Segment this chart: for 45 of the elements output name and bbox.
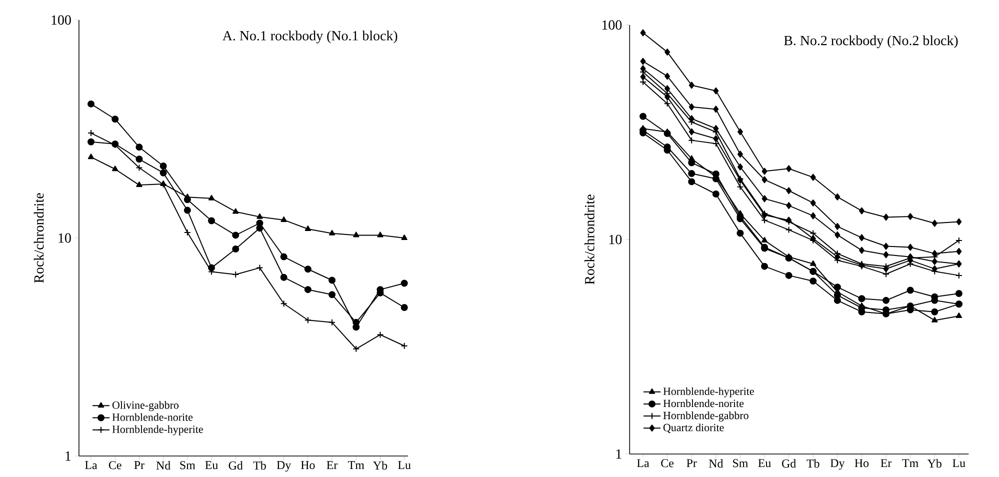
- x-tick-label: Ho: [854, 459, 869, 468]
- y-tick-label: 1: [66, 451, 71, 461]
- y-tick-label: 10: [609, 234, 622, 244]
- x-tick-label: Eu: [758, 459, 771, 468]
- x-tick-label: Nd: [708, 459, 724, 468]
- x-tick-label: Pr: [134, 461, 144, 470]
- x-tick-label: Sm: [733, 459, 748, 468]
- x-tick-label: Pr: [686, 459, 697, 468]
- x-tick-label: Tm: [348, 461, 364, 470]
- legend-label: Hornblende-hyperite: [112, 425, 203, 436]
- x-tick-label: Lu: [398, 461, 411, 470]
- x-tick-label: Tb: [253, 461, 266, 470]
- text: B. No.2 rockbody (No.2 block): [784, 35, 958, 48]
- x-tick-label: Gd: [228, 461, 243, 470]
- x-tick-label: La: [637, 459, 650, 468]
- legend-label: Olivine-gabbro: [112, 401, 179, 412]
- y-tick-label: 100: [602, 20, 622, 30]
- x-tick-label: Dy: [830, 459, 845, 470]
- x-tick-label: Er: [880, 459, 892, 468]
- legend-label: Quartz diorite: [663, 424, 724, 433]
- x-tick-label: Ce: [108, 461, 122, 470]
- x-tick-label: Tb: [806, 459, 820, 468]
- y-axis-title: Rock/chrondrite: [34, 193, 44, 283]
- x-tick-label: Dy: [276, 461, 292, 472]
- text: A. No.1 rockbody (No.1 block): [222, 30, 398, 44]
- x-tick-label: Er: [326, 461, 338, 470]
- y-tick-label: 1: [616, 449, 622, 459]
- y-axis-title: Rock/chrondrite: [584, 194, 594, 284]
- x-tick-label: La: [85, 461, 98, 470]
- y-tick-label: 100: [52, 15, 71, 25]
- legend-label: Hornblende-hyperite: [663, 387, 754, 398]
- legend-label: Hornblende-norite: [112, 413, 193, 421]
- x-tick-label: Tm: [902, 459, 918, 468]
- x-tick-label: Yb: [373, 461, 388, 470]
- x-tick-label: Nd: [156, 461, 170, 470]
- x-tick-label: Gd: [782, 459, 796, 468]
- legend-label: Hornblende-gabbro: [663, 411, 748, 422]
- x-tick-label: Eu: [205, 461, 218, 470]
- x-tick-label: Ce: [661, 459, 674, 468]
- legend-label: Hornblende-norite: [663, 399, 744, 408]
- y-tick-label: 10: [58, 233, 71, 243]
- x-tick-label: Ho: [300, 461, 315, 470]
- x-tick-label: Lu: [952, 459, 966, 468]
- x-tick-label: Yb: [927, 459, 942, 468]
- x-tick-label: Sm: [180, 461, 196, 470]
